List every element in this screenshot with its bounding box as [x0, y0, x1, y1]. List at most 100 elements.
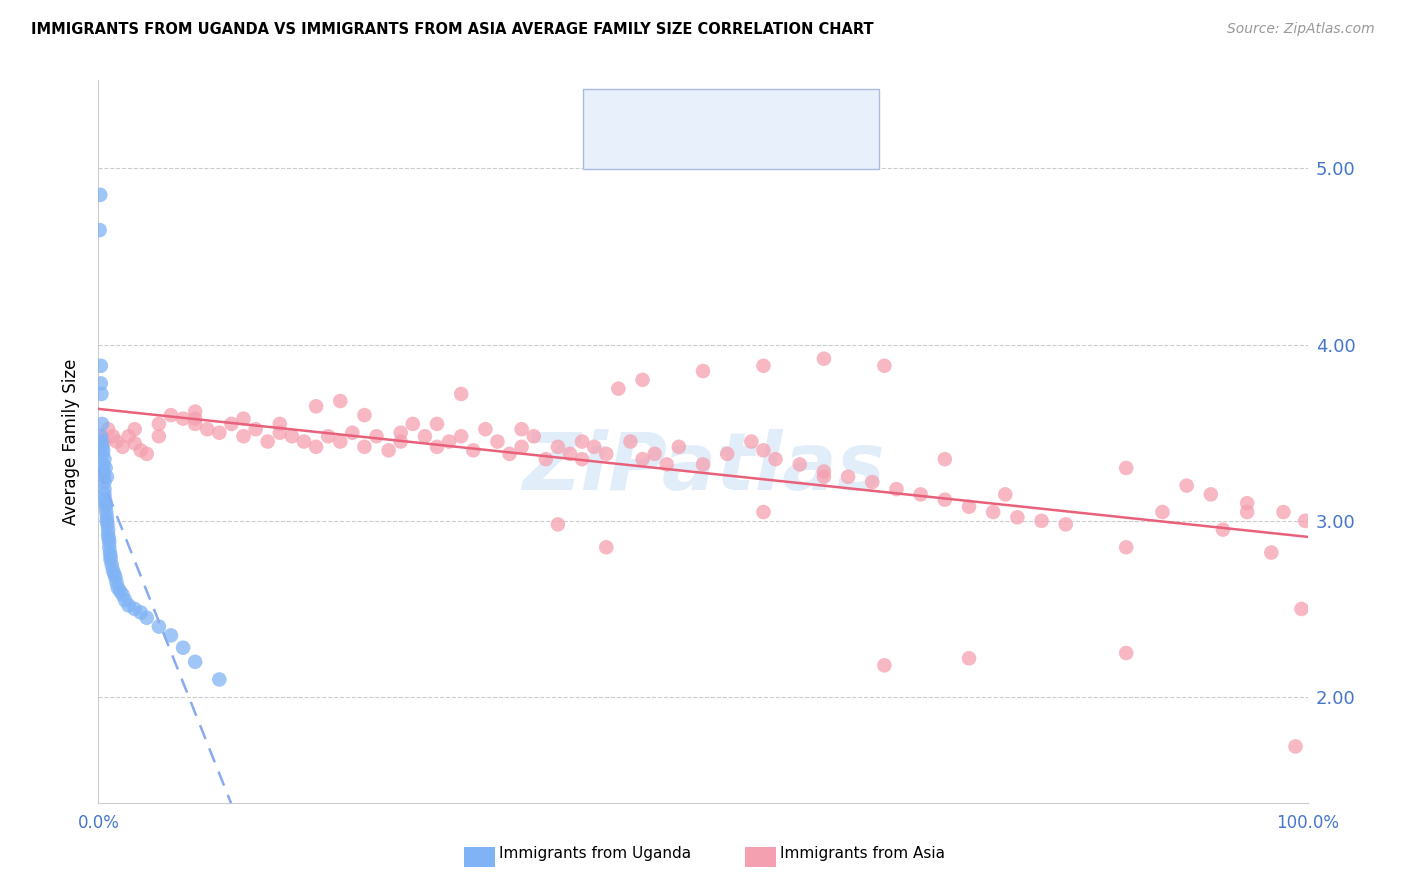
Point [98, 545, 121, 559]
Point [148, 429, 170, 443]
Point [103, 566, 125, 581]
Point [1236, 496, 1258, 510]
Point [91, 429, 114, 443]
Point [389, 434, 412, 449]
Point [1236, 505, 1258, 519]
Point [558, 447, 581, 461]
Text: N =: N = [749, 137, 786, 153]
Point [607, 382, 630, 396]
Point [1152, 505, 1174, 519]
Point [97, 528, 120, 542]
Point [765, 452, 787, 467]
Point [1115, 541, 1137, 555]
Point [97, 523, 120, 537]
Point [571, 452, 593, 467]
Point [1284, 739, 1306, 754]
Point [1007, 510, 1029, 524]
Point [91, 443, 114, 458]
Point [910, 487, 932, 501]
Point [740, 434, 762, 449]
Point [94, 461, 117, 475]
Point [1212, 523, 1234, 537]
Point [148, 619, 170, 633]
Point [692, 364, 714, 378]
Point [97, 532, 120, 546]
Point [135, 611, 157, 625]
Point [523, 429, 546, 443]
Text: R =: R = [645, 104, 681, 119]
Point [129, 606, 152, 620]
Text: N =: N = [749, 104, 786, 119]
Point [93, 475, 115, 489]
Point [571, 434, 593, 449]
Point [498, 447, 520, 461]
Point [583, 440, 606, 454]
Point [96, 514, 118, 528]
Point [98, 535, 121, 549]
Point [716, 447, 738, 461]
Point [837, 470, 859, 484]
Point [474, 422, 496, 436]
Point [426, 440, 449, 454]
Point [221, 417, 243, 431]
Point [91, 465, 114, 479]
Point [91, 417, 114, 431]
Point [101, 563, 124, 577]
Point [89, 223, 111, 237]
Point [269, 425, 291, 440]
Point [316, 429, 339, 443]
Point [97, 422, 120, 436]
Point [389, 425, 412, 440]
Point [105, 434, 128, 449]
Point [93, 470, 115, 484]
Text: Immigrants from Asia: Immigrants from Asia [780, 847, 945, 861]
Text: Immigrants from Uganda: Immigrants from Uganda [499, 847, 692, 861]
Point [111, 440, 134, 454]
Point [534, 452, 557, 467]
Point [547, 440, 569, 454]
Point [114, 593, 136, 607]
Text: Source: ZipAtlas.com: Source: ZipAtlas.com [1227, 22, 1375, 37]
Point [813, 470, 835, 484]
Point [232, 429, 254, 443]
Point [96, 470, 118, 484]
Point [1031, 514, 1053, 528]
Point [245, 422, 267, 436]
Point [91, 434, 114, 449]
Point [96, 505, 118, 519]
Text: -0.058: -0.058 [682, 104, 740, 119]
Point [873, 658, 896, 673]
Point [93, 487, 115, 501]
Point [353, 408, 375, 422]
Point [668, 440, 690, 454]
Point [90, 429, 112, 443]
Point [281, 429, 304, 443]
Point [124, 422, 146, 436]
Point [957, 651, 980, 665]
Point [100, 558, 122, 572]
Point [981, 505, 1004, 519]
Point [94, 496, 117, 510]
Point [104, 570, 127, 584]
Point [118, 429, 141, 443]
Point [366, 429, 388, 443]
Text: -0.247: -0.247 [682, 137, 740, 153]
Point [342, 425, 364, 440]
Point [1294, 514, 1316, 528]
Point [353, 440, 375, 454]
Point [1054, 517, 1077, 532]
Point [292, 434, 315, 449]
Point [111, 588, 134, 602]
Point [256, 434, 278, 449]
Point [269, 417, 291, 431]
Point [105, 575, 128, 590]
Point [413, 429, 436, 443]
Point [1272, 505, 1295, 519]
Point [184, 417, 207, 431]
Point [994, 487, 1017, 501]
Point [886, 482, 908, 496]
Point [91, 447, 114, 461]
Point [402, 417, 425, 431]
Point [305, 440, 328, 454]
Point [100, 552, 122, 566]
